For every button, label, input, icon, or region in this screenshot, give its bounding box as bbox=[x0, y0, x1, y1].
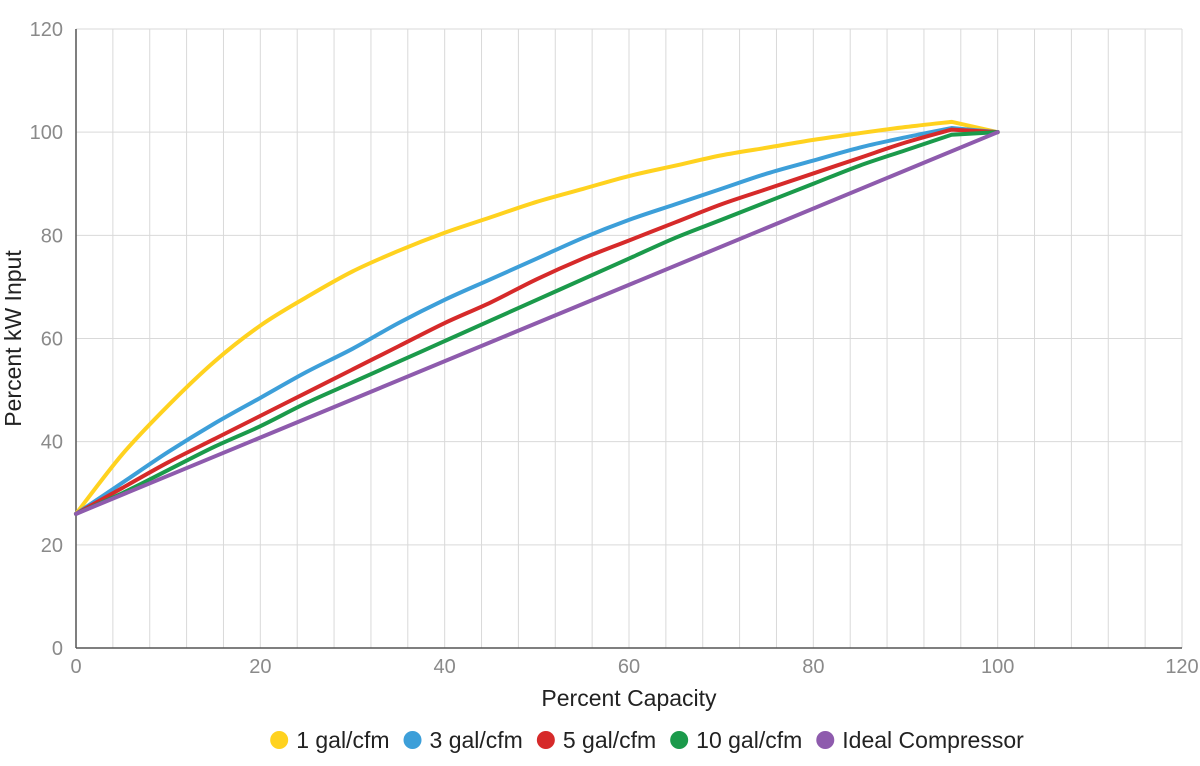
legend-label: 5 gal/cfm bbox=[563, 727, 656, 753]
y-tick-label: 20 bbox=[41, 535, 63, 557]
legend-marker bbox=[536, 731, 555, 749]
legend-item: 5 gal/cfm bbox=[536, 727, 656, 753]
legend-item: 10 gal/cfm bbox=[670, 727, 802, 753]
x-tick-label: 20 bbox=[249, 656, 271, 678]
legend-item: 1 gal/cfm bbox=[270, 727, 390, 753]
x-tick-label: 80 bbox=[802, 656, 824, 678]
y-tick-label: 60 bbox=[41, 329, 63, 351]
legend-marker bbox=[670, 731, 689, 749]
series-line-5-gal-cfm bbox=[74, 127, 1000, 516]
series-line-ideal-compressor bbox=[74, 130, 1000, 516]
legend: 1 gal/cfm 3 gal/cfm 5 gal/cfm 10 gal/cfm Ide… bbox=[270, 727, 1024, 753]
series-line-3-gal-cfm bbox=[74, 126, 1000, 516]
x-tick-label: 100 bbox=[981, 656, 1014, 678]
series-lines bbox=[74, 119, 1000, 516]
y-tick-label: 100 bbox=[30, 122, 63, 144]
y-axis-title: Percent kW Input bbox=[0, 250, 26, 427]
x-tick-label: 40 bbox=[434, 656, 456, 678]
legend-item: 3 gal/cfm bbox=[403, 727, 523, 753]
y-tick-label: 40 bbox=[41, 432, 63, 454]
x-tick-label: 60 bbox=[618, 656, 640, 678]
y-tick-label: 120 bbox=[30, 19, 63, 41]
legend-label: 3 gal/cfm bbox=[430, 727, 523, 753]
grid bbox=[76, 28, 1183, 648]
x-tick-label: 0 bbox=[70, 656, 81, 678]
legend-item: Ideal Compressor bbox=[816, 727, 1024, 753]
tick-labels: 0 20 40 60 80 100 120 0 20 40 60 80 100 120 bbox=[30, 19, 1199, 678]
legend-marker bbox=[270, 731, 289, 749]
axes bbox=[75, 29, 1182, 649]
legend-label: 1 gal/cfm bbox=[296, 727, 389, 753]
legend-label: Ideal Compressor bbox=[842, 727, 1024, 753]
series-line-10-gal-cfm bbox=[74, 130, 1000, 516]
y-tick-label: 80 bbox=[41, 225, 63, 247]
x-tick-label: 120 bbox=[1165, 656, 1198, 678]
legend-marker bbox=[403, 731, 422, 749]
x-axis-title: Percent Capacity bbox=[541, 685, 717, 711]
legend-label: 10 gal/cfm bbox=[696, 727, 802, 753]
series-line-1-gal-cfm bbox=[74, 119, 1000, 516]
legend-marker bbox=[816, 731, 835, 749]
y-tick-label: 0 bbox=[52, 638, 63, 660]
